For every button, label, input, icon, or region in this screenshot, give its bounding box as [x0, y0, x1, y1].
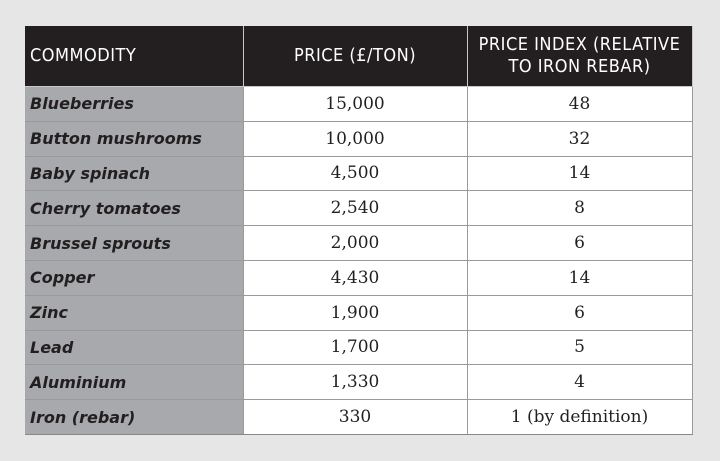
price-cell: 2,540	[242, 190, 468, 227]
price-cell: 10,000	[242, 120, 468, 157]
index-cell: 14	[466, 155, 693, 192]
price-cell: 1,700	[242, 329, 468, 366]
price-cell: 4,500	[242, 155, 468, 192]
price-cell: 1,900	[242, 294, 468, 331]
commodity-cell: Iron (rebar)	[25, 399, 244, 435]
commodity-price-table: COMMODITY PRICE (£/TON) PRICE INDEX (REL…	[25, 26, 693, 435]
commodity-cell: Baby spinach	[25, 155, 244, 192]
table-row: Aluminium 1,330 4	[25, 364, 693, 401]
table-row: Iron (rebar) 330 1 (by definition)	[25, 399, 693, 435]
commodity-cell: Button mushrooms	[25, 120, 244, 157]
price-cell: 15,000	[242, 86, 468, 122]
commodity-cell: Zinc	[25, 294, 244, 331]
price-cell: 2,000	[242, 225, 468, 261]
table-row: Button mushrooms 10,000 32	[25, 120, 693, 157]
index-cell: 32	[466, 120, 693, 157]
commodity-cell: Copper	[25, 259, 244, 296]
header-row: COMMODITY PRICE (£/TON) PRICE INDEX (REL…	[25, 26, 693, 87]
table-row: Brussel sprouts 2,000 6	[25, 225, 693, 261]
index-cell: 6	[466, 225, 693, 261]
price-cell: 4,430	[242, 259, 468, 296]
table-row: Blueberries 15,000 48	[25, 86, 693, 122]
header-price: PRICE (£/TON)	[242, 26, 468, 87]
index-cell: 6	[466, 294, 693, 331]
commodity-cell: Aluminium	[25, 364, 244, 401]
table-row: Zinc 1,900 6	[25, 294, 693, 331]
table-row: Copper 4,430 14	[25, 259, 693, 296]
table-row: Cherry tomatoes 2,540 8	[25, 190, 693, 227]
index-cell: 4	[466, 364, 693, 401]
index-cell: 1 (by definition)	[466, 399, 693, 435]
commodity-cell: Lead	[25, 329, 244, 366]
header-commodity: COMMODITY	[25, 26, 244, 87]
commodity-cell: Blueberries	[25, 86, 244, 122]
index-cell: 8	[466, 190, 693, 227]
commodity-cell: Cherry tomatoes	[25, 190, 244, 227]
index-cell: 14	[466, 259, 693, 296]
table-row: Baby spinach 4,500 14	[25, 155, 693, 192]
price-cell: 1,330	[242, 364, 468, 401]
commodity-cell: Brussel sprouts	[25, 225, 244, 261]
table-row: Lead 1,700 5	[25, 329, 693, 366]
price-cell: 330	[242, 399, 468, 435]
header-price-index: PRICE INDEX (RELATIVE TO IRON REBAR)	[466, 26, 693, 87]
index-cell: 5	[466, 329, 693, 366]
index-cell: 48	[466, 86, 693, 122]
